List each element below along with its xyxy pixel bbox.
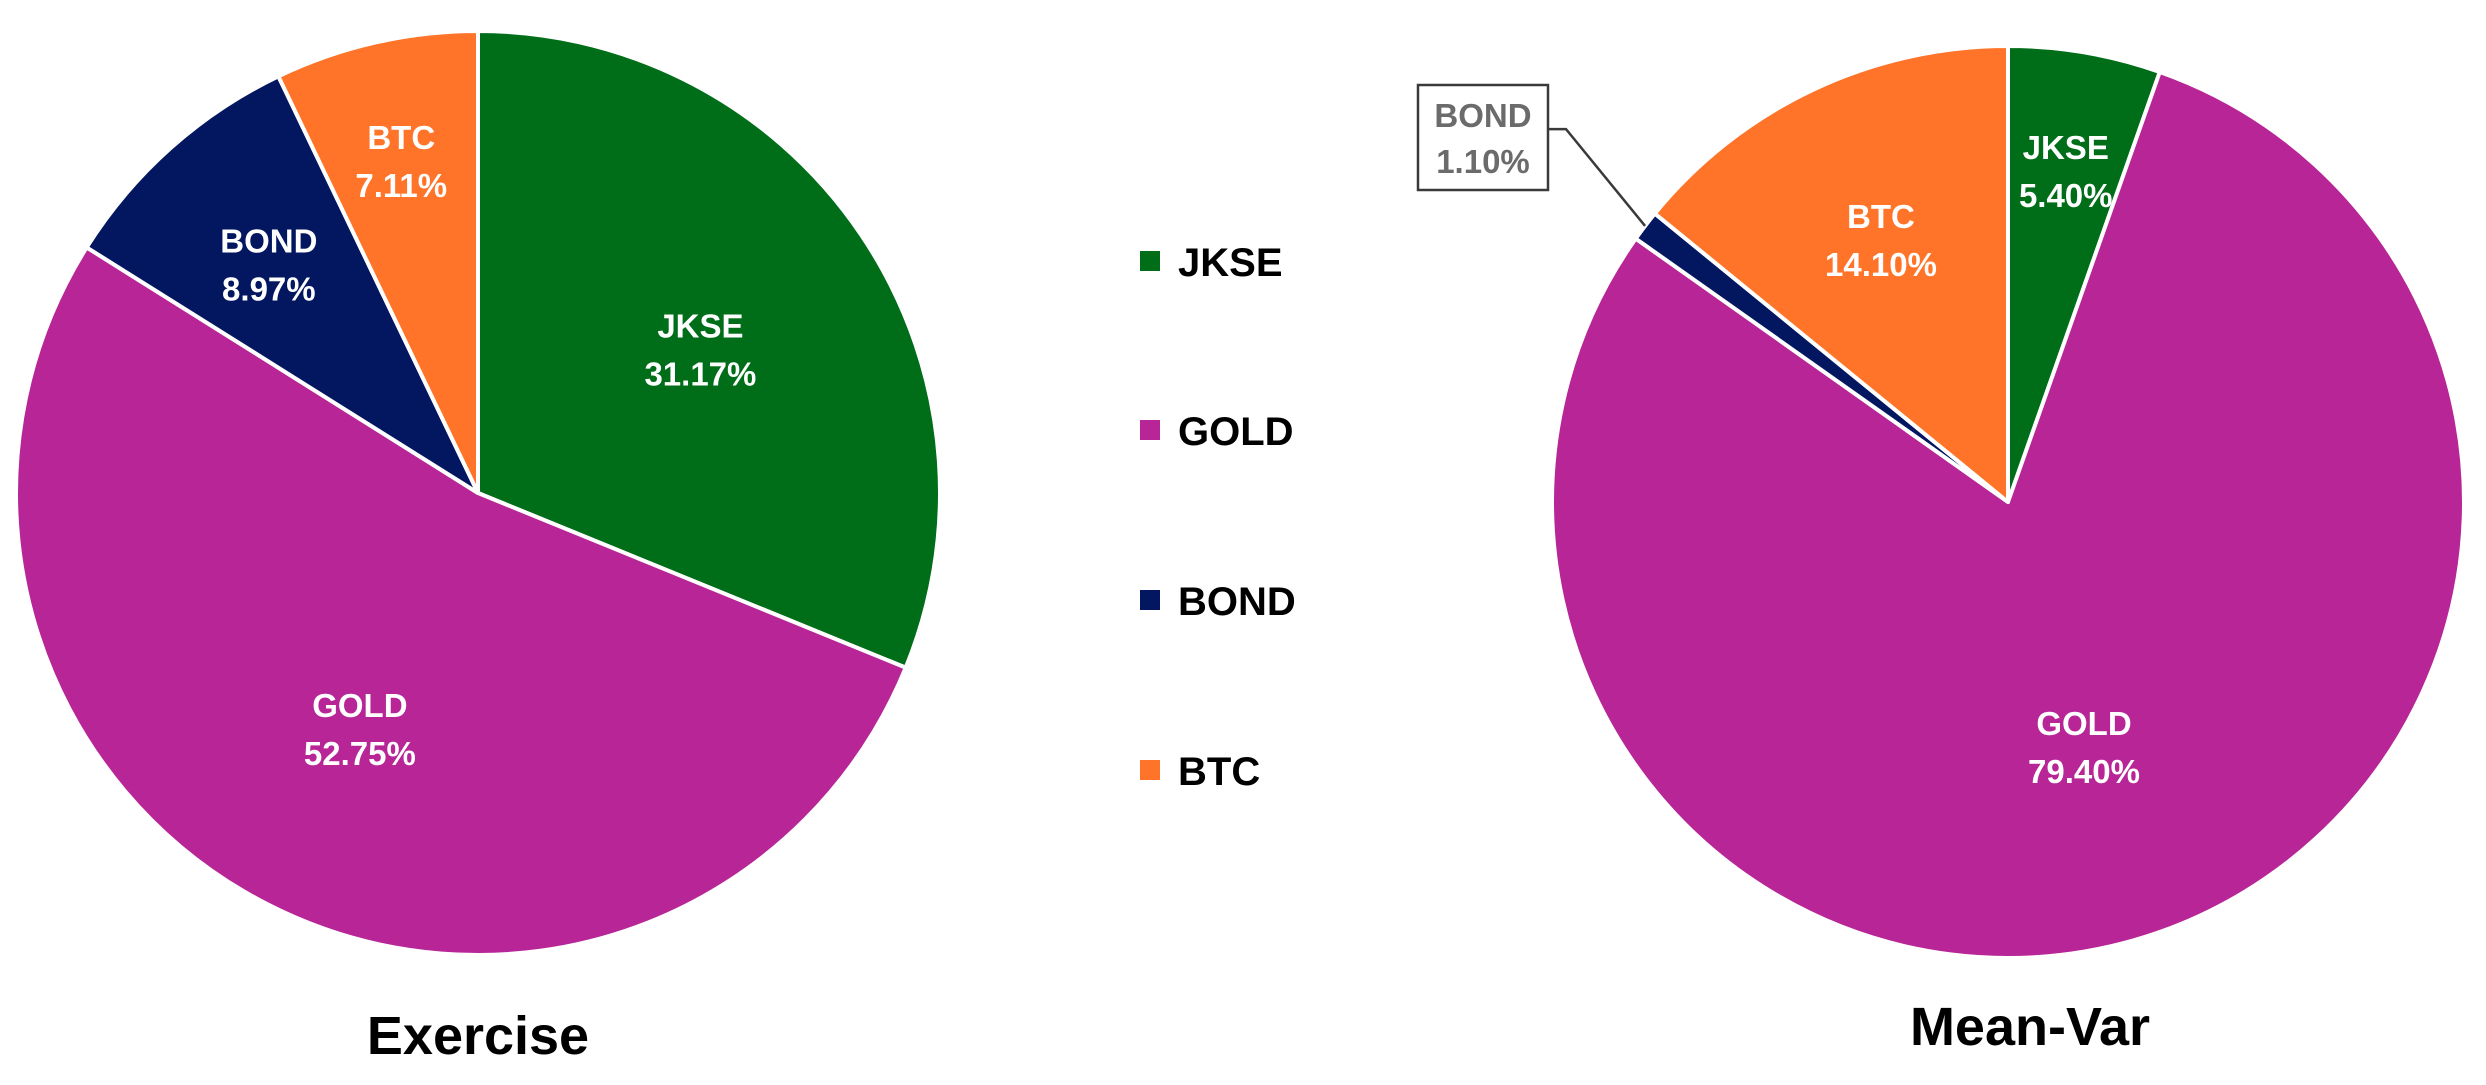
exercise-data-label-gold: GOLD 52.75%	[304, 687, 416, 772]
mean-var-leader-line-bond	[1548, 127, 1647, 227]
exercise-pie-labels: JKSE 31.17% GOLD 52.75% BOND 8.97% BTC 7.11%	[220, 119, 756, 772]
exercise-slice-jkse	[476, 29, 942, 670]
legend-swatch-jkse	[1140, 251, 1160, 271]
legend-label-gold: GOLD	[1178, 410, 1294, 454]
legend-swatch-gold	[1140, 420, 1160, 440]
mean-var-pie-slices	[1550, 44, 2466, 960]
legend-item-jkse: JKSE	[1140, 241, 1283, 285]
exercise-slice-btc	[276, 29, 480, 495]
mean-var-slice-btc	[1652, 44, 2010, 504]
legend-item-gold: GOLD	[1140, 410, 1294, 454]
exercise-pie-slices	[14, 29, 942, 957]
mean-var-chart-title: Mean-Var	[1910, 997, 2150, 1057]
mean-var-data-label-btc: BTC 14.10%	[1825, 198, 1937, 283]
exercise-pie-chart: JKSE 31.17% GOLD 52.75% BOND 8.97% BTC 7.11% Ex…	[14, 29, 942, 1066]
exercise-data-label-btc: BTC 7.11%	[355, 119, 447, 204]
legend-label-jkse: JKSE	[1178, 241, 1283, 285]
mean-var-data-label-jkse: JKSE 5.40%	[2019, 129, 2113, 214]
exercise-data-label-bond: BOND 8.97%	[220, 223, 317, 308]
legend-label-bond: BOND	[1178, 580, 1296, 624]
mean-var-slice-jkse	[2006, 44, 2162, 504]
mean-var-data-label-gold: GOLD 79.40%	[2028, 705, 2140, 790]
exercise-chart-title: Exercise	[367, 1006, 589, 1066]
legend-swatch-btc	[1140, 760, 1160, 780]
exercise-slice-gold	[14, 245, 908, 957]
mean-var-data-label-bond: BOND 1.10%	[1434, 97, 1531, 180]
legend: JKSE GOLD BOND BTC	[1140, 241, 1296, 794]
legend-item-bond: BOND	[1140, 580, 1296, 624]
exercise-slice-bond	[84, 74, 480, 495]
mean-var-callout-box-bond	[1416, 83, 1550, 192]
legend-label-btc: BTC	[1178, 750, 1260, 794]
legend-item-btc: BTC	[1140, 750, 1260, 794]
mean-var-pie-chart: JKSE 5.40% GOLD 79.40% BOND 1.10% BTC 14.10% Me…	[1416, 44, 2466, 1057]
mean-var-slice-gold	[1550, 69, 2466, 960]
exercise-data-label-jkse: JKSE 31.17%	[644, 308, 756, 393]
legend-swatch-bond	[1140, 590, 1160, 610]
mean-var-pie-labels: JKSE 5.40% GOLD 79.40% BOND 1.10% BTC 14.10%	[1416, 83, 2140, 790]
